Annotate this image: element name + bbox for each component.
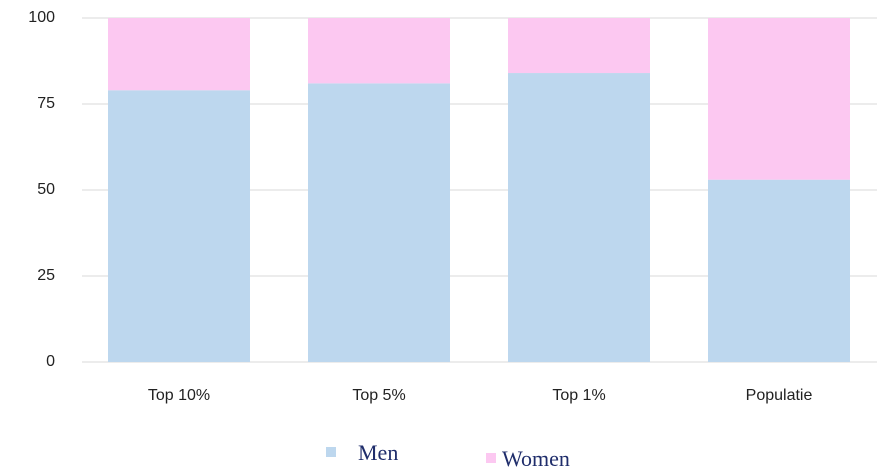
- bar-segment: [508, 18, 650, 74]
- x-tick-label: Top 1%: [552, 387, 605, 404]
- bar-segment: [508, 73, 650, 362]
- y-tick-label: 50: [37, 181, 55, 198]
- x-tick-label: Populatie: [746, 387, 813, 404]
- bar-segment: [708, 179, 850, 362]
- legend-label: Women: [502, 446, 570, 471]
- legend-swatch: [326, 447, 336, 457]
- y-tick-label: 75: [37, 95, 55, 112]
- bar-segment: [308, 83, 450, 363]
- legend-swatch: [486, 453, 496, 463]
- y-tick-label: 0: [46, 353, 55, 370]
- y-tick-label: 25: [37, 267, 55, 284]
- x-tick-label: Top 5%: [352, 387, 405, 404]
- bar-segment: [308, 18, 450, 84]
- bar-segment: [108, 90, 250, 363]
- x-tick-label: Top 10%: [148, 387, 210, 404]
- bar-segment: [708, 18, 850, 180]
- bar-segment: [108, 18, 250, 91]
- legend-label: Men: [358, 440, 398, 465]
- y-tick-label: 100: [28, 9, 55, 26]
